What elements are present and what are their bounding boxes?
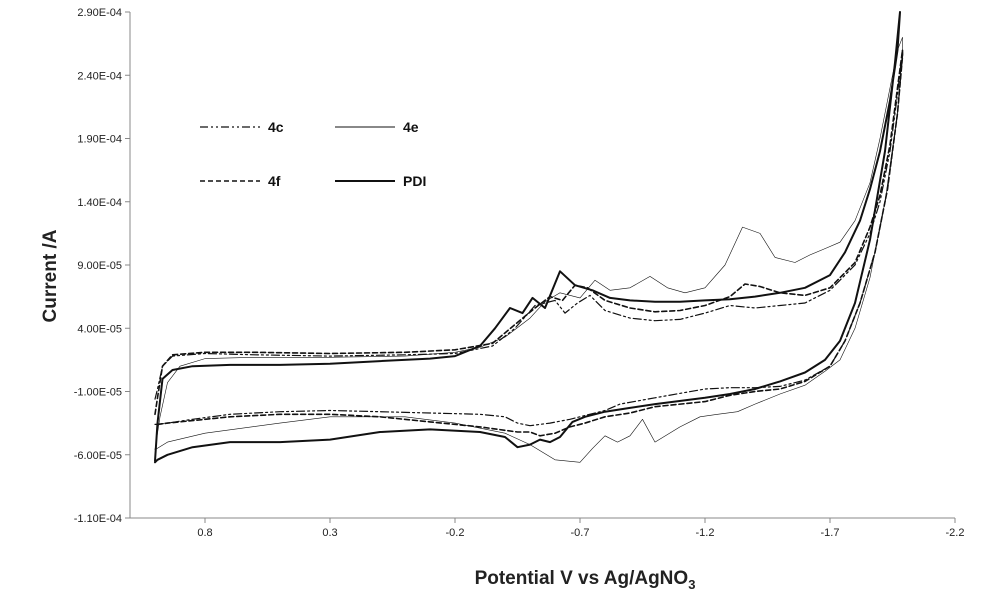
legend-label-4f: 4f xyxy=(268,173,281,189)
y-tick-label: 1.90E-04 xyxy=(77,134,122,146)
x-tick-label: 0.3 xyxy=(322,527,337,539)
y-tick-label: 9.00E-05 xyxy=(77,260,122,272)
x-tick-label: -1.7 xyxy=(821,527,840,539)
x-axis-title: Potential V vs Ag/AgNO3 xyxy=(475,568,696,592)
x-tick-label: 0.8 xyxy=(197,527,212,539)
x-tick-label: -2.2 xyxy=(946,527,965,539)
x-axis-title-main: Potential V vs Ag/AgNO xyxy=(475,568,689,589)
y-tick-label: 2.40E-04 xyxy=(77,70,122,82)
y-tick-label: 4.00E-05 xyxy=(77,323,122,335)
x-axis: 0.8 0.3 -0.2 -0.7 -1.2 -1.7 -2.2 xyxy=(130,517,965,539)
legend-label-4e: 4e xyxy=(403,119,419,135)
x-axis-title-subscript: 3 xyxy=(688,577,695,592)
x-tick-label: -0.7 xyxy=(571,527,590,539)
legend-label-pdi: PDI xyxy=(403,173,426,189)
y-tick-label: -6.00E-05 xyxy=(74,450,122,462)
series-line-4f xyxy=(154,49,904,437)
x-tick-label: -1.2 xyxy=(696,527,715,539)
legend: 4c 4e 4f PDI xyxy=(200,119,426,189)
legend-label-4c: 4c xyxy=(268,119,284,135)
series-line-4e xyxy=(154,37,903,463)
y-tick-label: 1.40E-04 xyxy=(77,197,122,209)
y-tick-label: -1.10E-04 xyxy=(74,513,122,525)
series-line-pdi xyxy=(154,11,901,464)
y-tick-label: -1.00E-05 xyxy=(74,387,122,399)
y-tick-label: 2.90E-04 xyxy=(77,7,122,19)
series-layer xyxy=(154,11,904,464)
y-axis-title: Current /A xyxy=(40,229,61,322)
series-line-4c xyxy=(154,49,904,427)
y-axis: 2.90E-04 2.40E-04 1.90E-04 1.40E-04 9.00E-05… xyxy=(74,7,131,525)
x-tick-label: -0.2 xyxy=(446,527,465,539)
